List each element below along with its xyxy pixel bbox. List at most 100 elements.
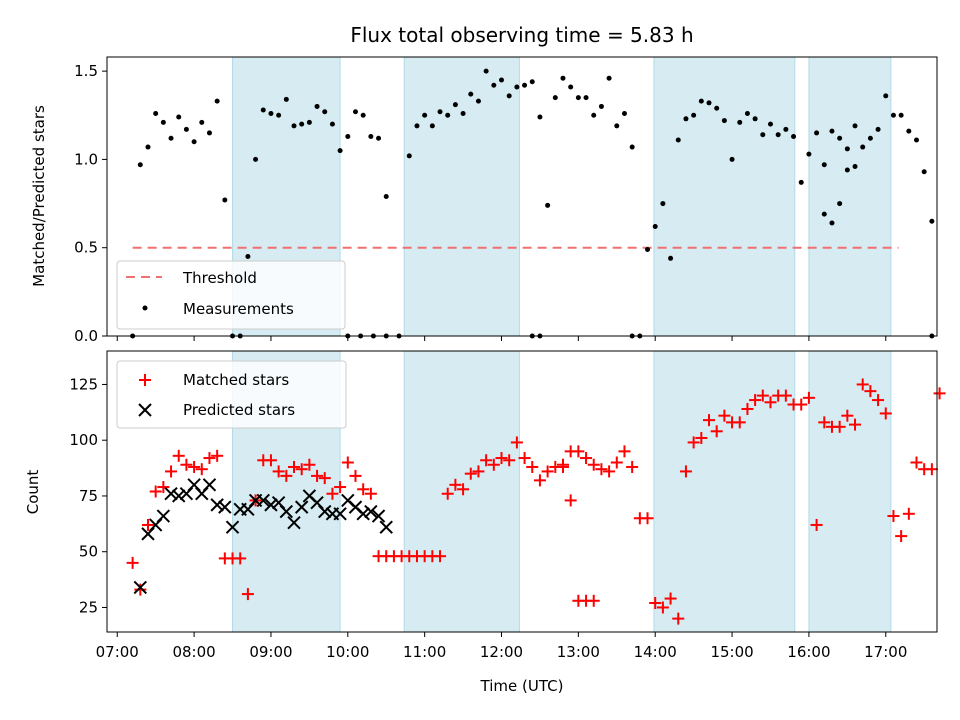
measurement-point (691, 112, 697, 118)
measurement-point (268, 111, 274, 117)
predicted-star-point (202, 478, 217, 492)
measurement-point (160, 119, 166, 125)
matched-star-point (841, 409, 854, 422)
measurement-point (575, 95, 581, 101)
matched-star-point (364, 487, 377, 500)
matched-star-point (741, 402, 754, 415)
matched-star-point (165, 465, 178, 478)
matched-star-point (641, 512, 654, 525)
matched-star-point (541, 465, 554, 478)
measurement-point (783, 126, 789, 132)
measurement-point (583, 95, 589, 101)
measurement-point (890, 112, 896, 118)
x-tick-label: 11:00 (403, 643, 446, 661)
measurement-point (929, 218, 935, 224)
predicted-star-point (333, 507, 347, 521)
measurement-point (460, 111, 466, 117)
chart-title: Flux total observing time = 5.83 h (350, 23, 693, 47)
predicted-star-point (371, 509, 386, 523)
bottom-y-ticks: 25 50 75 100 125 (69, 375, 107, 616)
y-tick-label: 25 (79, 598, 98, 616)
measurement-point (606, 75, 612, 81)
predicted-star-point (279, 504, 294, 519)
matched-star-point (288, 460, 301, 473)
observing-window-bottom-1 (403, 350, 520, 633)
matched-star-point (518, 452, 531, 465)
top-x-ticks (116, 336, 887, 341)
measurement-point (883, 93, 889, 99)
bottom-axes-frame (106, 350, 938, 633)
x-tick-label: 17:00 (864, 643, 907, 661)
x-axis-label: Time (UTC) (480, 677, 564, 695)
matched-star-point (679, 465, 692, 478)
measurement-point (452, 102, 458, 108)
measurement-point (614, 123, 620, 129)
measurement-point (844, 146, 850, 152)
matched-star-point (925, 463, 938, 476)
measurement-point (537, 114, 543, 120)
measurement-point (752, 116, 758, 122)
matched-star-point (303, 458, 316, 471)
matched-star-point (280, 469, 293, 482)
measurement-point (483, 68, 489, 74)
observing-window-bottom-2 (653, 350, 796, 633)
y-tick-label: 0.0 (74, 327, 98, 345)
matched-star-point (864, 385, 877, 398)
top-axes-frame (106, 56, 938, 337)
matched-star-point (703, 414, 716, 427)
matched-star-point (779, 389, 792, 402)
measurement-point (706, 100, 712, 106)
bottom-legend: Matched stars Predicted stars (116, 360, 347, 429)
matched-star-point (234, 552, 247, 565)
matched-star-point (833, 420, 846, 433)
predicted-star-point (364, 504, 378, 519)
matched-star-point (357, 483, 370, 496)
measurement-point (737, 119, 743, 125)
measurement-point (675, 137, 681, 143)
matched-star-point (141, 518, 154, 531)
measurement-point (191, 139, 197, 145)
matched-star-point (203, 452, 216, 465)
predicted-star-point (318, 504, 332, 519)
matched-star-point (272, 465, 285, 478)
matched-star-point (802, 391, 815, 404)
measurement-point (698, 98, 704, 104)
top-y-axis-label: Matched/Predicted stars (30, 105, 48, 287)
measurement-point (176, 114, 182, 120)
matched-star-point (810, 518, 823, 531)
matched-star-point (603, 465, 616, 478)
measurement-point (499, 77, 505, 83)
matched-star-points (126, 378, 946, 625)
matched-star-point (434, 550, 447, 563)
measurement-point (545, 202, 551, 208)
count-panel: 25 50 75 100 125 07:00 08:00 09:00 10:00 11:00 12… (24, 350, 946, 695)
measurement-point (744, 111, 750, 117)
measurement-point (821, 162, 827, 168)
matched-star-point (695, 431, 708, 444)
y-tick-label: 100 (69, 431, 98, 449)
legend-threshold-label: Threshold (182, 269, 257, 287)
matched-star-point (656, 601, 669, 614)
predicted-star-points (133, 478, 393, 595)
x-tick-label: 07:00 (96, 643, 139, 661)
predicted-star-point (225, 520, 240, 534)
matched-star-point (564, 494, 577, 507)
matched-star-point (580, 452, 593, 465)
matched-star-point (495, 452, 508, 465)
measurement-point (314, 103, 320, 109)
measurement-point (406, 153, 412, 159)
matched-star-point (933, 387, 946, 400)
measurement-point (775, 132, 781, 138)
measurement-point (414, 123, 420, 129)
matched-star-point (211, 449, 224, 462)
x-tick-label: 09:00 (249, 643, 292, 661)
measurement-point (921, 169, 927, 175)
measurement-point (383, 194, 389, 199)
measurement-point (329, 121, 335, 127)
x-tick-label: 15:00 (710, 643, 753, 661)
legend-matched-swatch (139, 374, 151, 386)
measurement-point (445, 112, 451, 118)
legend-predicted-swatch (138, 403, 152, 417)
predicted-star-point (164, 487, 178, 501)
